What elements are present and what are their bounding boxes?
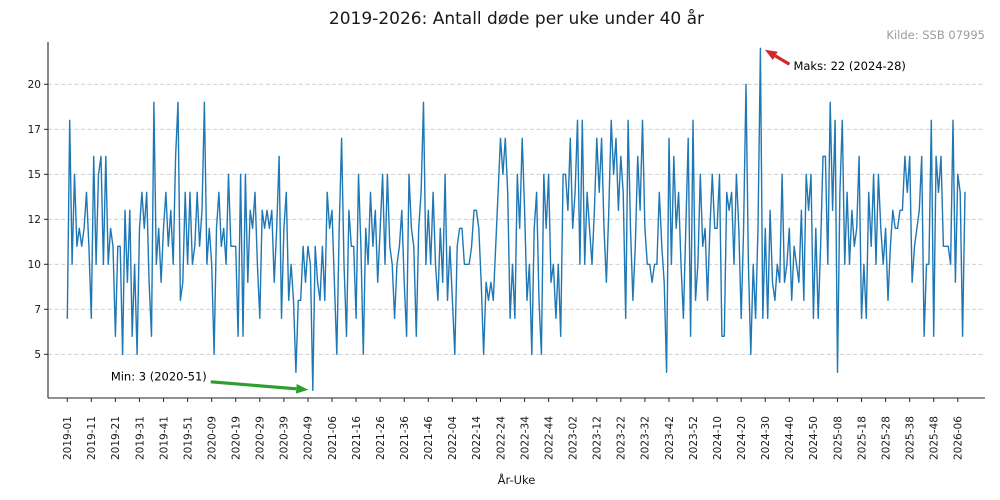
x-tick-label: 2023-02 xyxy=(568,416,580,460)
x-tick-label: 2021-06 xyxy=(327,416,339,460)
x-tick-label: 2022-24 xyxy=(495,416,507,460)
x-tick-label: 2019-51 xyxy=(182,416,194,460)
x-tick-label: 2024-20 xyxy=(736,416,748,460)
x-tick-label: 2026-06 xyxy=(953,416,965,460)
x-tick-label: 2025-08 xyxy=(832,416,844,460)
x-tick-label: 2023-32 xyxy=(640,416,652,460)
x-tick-label: 2020-09 xyxy=(206,416,218,460)
x-tick-label: 2021-26 xyxy=(375,416,387,460)
min-annotation-label: Min: 3 (2020-51) xyxy=(111,369,207,383)
x-tick-label: 2019-41 xyxy=(158,416,170,460)
y-tick-label: 7 xyxy=(34,304,41,316)
y-tick-label: 12 xyxy=(28,214,41,226)
x-tick-label: 2020-29 xyxy=(255,416,267,460)
x-tick-label: 2022-44 xyxy=(543,416,555,460)
x-tick-label: 2023-42 xyxy=(664,416,676,460)
x-tick-label: 2019-31 xyxy=(134,416,146,460)
x-tick-label: 2024-50 xyxy=(808,416,820,460)
x-tick-label: 2019-21 xyxy=(110,416,122,460)
y-tick-label: 5 xyxy=(34,349,41,361)
x-tick-label: 2025-48 xyxy=(929,416,941,460)
x-tick-label: 2021-46 xyxy=(423,416,435,460)
min-arrow-shaft xyxy=(210,380,297,391)
min-arrow-head xyxy=(295,384,309,394)
max-arrow-head xyxy=(764,49,778,61)
y-tick-label: 10 xyxy=(28,259,41,271)
x-tick-label: 2022-34 xyxy=(519,416,531,460)
x-tick-label: 2024-30 xyxy=(760,416,772,460)
y-tick-label: 17 xyxy=(28,124,41,136)
data-line xyxy=(66,47,966,391)
x-tick-label: 2022-04 xyxy=(447,416,459,460)
x-tick-label: 2025-18 xyxy=(856,416,868,460)
x-tick-label: 2023-12 xyxy=(592,416,604,460)
x-tick-label: 2025-38 xyxy=(904,416,916,460)
x-tick-label: 2025-28 xyxy=(880,416,892,460)
y-tick-label: 20 xyxy=(28,79,41,91)
x-tick-label: 2020-19 xyxy=(231,416,243,460)
x-tick-label: 2024-40 xyxy=(784,416,796,460)
x-tick-label: 2019-01 xyxy=(62,416,74,460)
x-tick-label: 2021-16 xyxy=(351,416,363,460)
source-note: Kilde: SSB 07995 xyxy=(886,28,985,42)
x-tick-label: 2019-11 xyxy=(86,416,98,460)
max-arrow-shaft xyxy=(774,54,791,66)
x-tick-label: 2022-14 xyxy=(471,416,483,460)
max-annotation-label: Maks: 22 (2024-28) xyxy=(793,59,905,73)
x-tick-label: 2023-22 xyxy=(616,416,628,460)
x-axis-title: År-Uke xyxy=(497,473,536,487)
chart-title: 2019-2026: Antall døde per uke under 40 … xyxy=(328,9,705,29)
x-tick-label: 2024-10 xyxy=(712,416,724,460)
y-tick-label: 15 xyxy=(28,169,41,181)
x-tick-label: 2020-49 xyxy=(303,416,315,460)
x-tick-label: 2020-39 xyxy=(279,416,291,460)
x-tick-label: 2021-36 xyxy=(399,416,411,460)
x-tick-label: 2023-52 xyxy=(688,416,700,460)
